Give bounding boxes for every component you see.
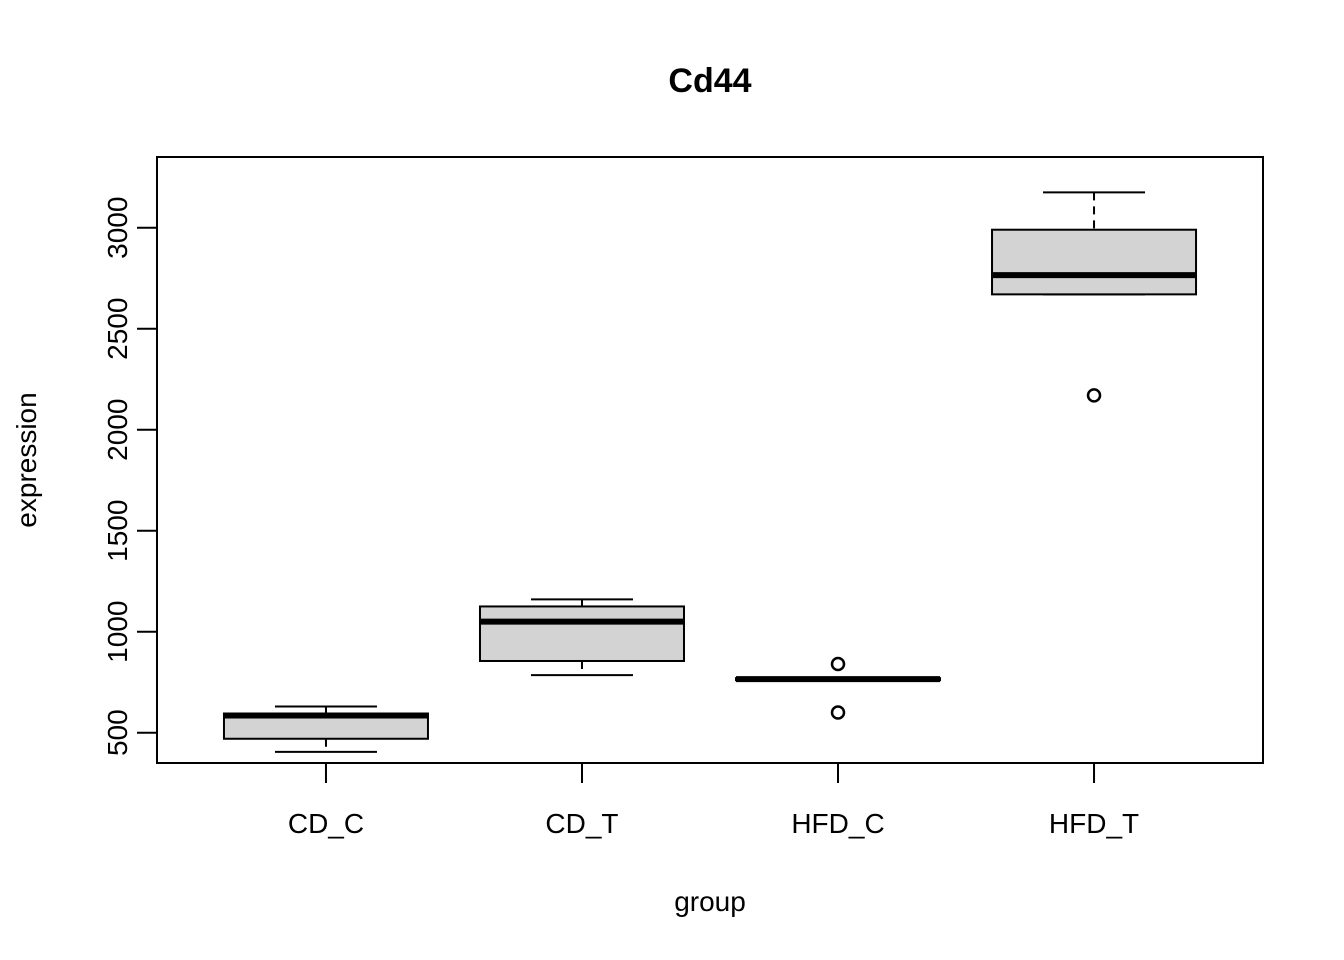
x-axis-label: group: [674, 886, 746, 917]
box-group-CD_C: [222, 705, 429, 753]
box-group-CD_T: [478, 598, 685, 677]
box-group-HFD_T: [991, 191, 1198, 403]
x-tick-label: CD_C: [288, 808, 364, 839]
y-axis: 500 1000 1500 2000 2500 3000: [102, 197, 158, 756]
x-tick-label: CD_T: [545, 808, 618, 839]
y-tick-label: 500: [102, 709, 133, 756]
y-tick-label: 3000: [102, 197, 133, 259]
x-tick-label: HFD_T: [1049, 808, 1139, 839]
outlier-point: [830, 705, 846, 720]
y-tick-label: 1500: [102, 500, 133, 562]
y-tick-label: 2500: [102, 298, 133, 360]
y-axis-label: expression: [11, 392, 42, 527]
outlier-point: [830, 656, 846, 672]
x-axis: CD_C CD_T HFD_C HFD_T: [288, 763, 1139, 839]
outlier-point: [1086, 388, 1102, 403]
box: [478, 605, 685, 662]
y-tick-label: 1000: [102, 601, 133, 663]
plot-layer: [222, 191, 1198, 753]
box: [991, 228, 1198, 296]
y-tick-label: 2000: [102, 399, 133, 461]
chart-title: Cd44: [668, 62, 751, 100]
x-tick-label: HFD_C: [791, 808, 884, 839]
box-group-HFD_C: [735, 656, 942, 720]
